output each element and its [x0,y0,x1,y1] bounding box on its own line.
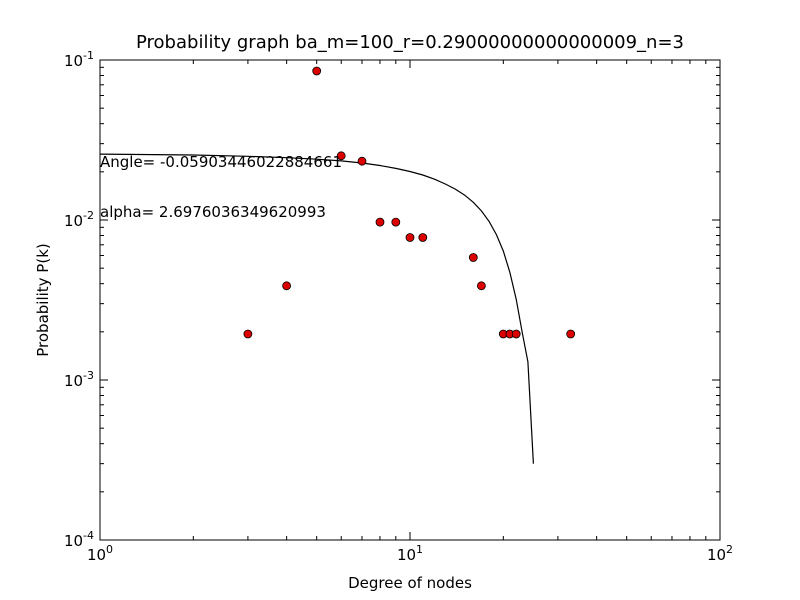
x-tick-label: 101 [397,543,423,564]
data-point [375,217,385,227]
chart-title: Probability graph ba_m=100_r=0.290000000… [136,32,684,53]
data-point [405,233,415,242]
fit-line-layer [99,153,534,464]
data-point [468,253,478,262]
axis-ticks: 100 101 102 10-4 10-3 10-2 10-1 [64,49,733,564]
angle-annotation: Angle= -0.05903446022884661 [100,153,342,171]
data-point [511,329,521,339]
y-tick-label: 10-3 [64,369,94,390]
y-axis-label: Probability P(k) [34,243,52,357]
data-point [357,156,367,166]
data-points [243,66,576,339]
x-tick-label: 102 [707,543,733,564]
data-point [476,281,486,291]
y-tick-label: 10-4 [64,529,94,550]
data-point [282,281,292,291]
alpha-annotation: alpha= 2.6976036349620993 [100,203,326,221]
data-point [418,233,428,242]
x-axis-label: Degree of nodes [348,574,472,592]
data-point [336,151,346,161]
x-tick-label: 100 [87,543,113,564]
data-point [566,329,576,339]
data-point [243,329,253,339]
fit-line [99,153,534,464]
y-tick-label: 10-1 [64,49,94,70]
data-point [391,217,401,227]
y-tick-label: 10-2 [64,209,94,230]
data-point [312,66,322,76]
